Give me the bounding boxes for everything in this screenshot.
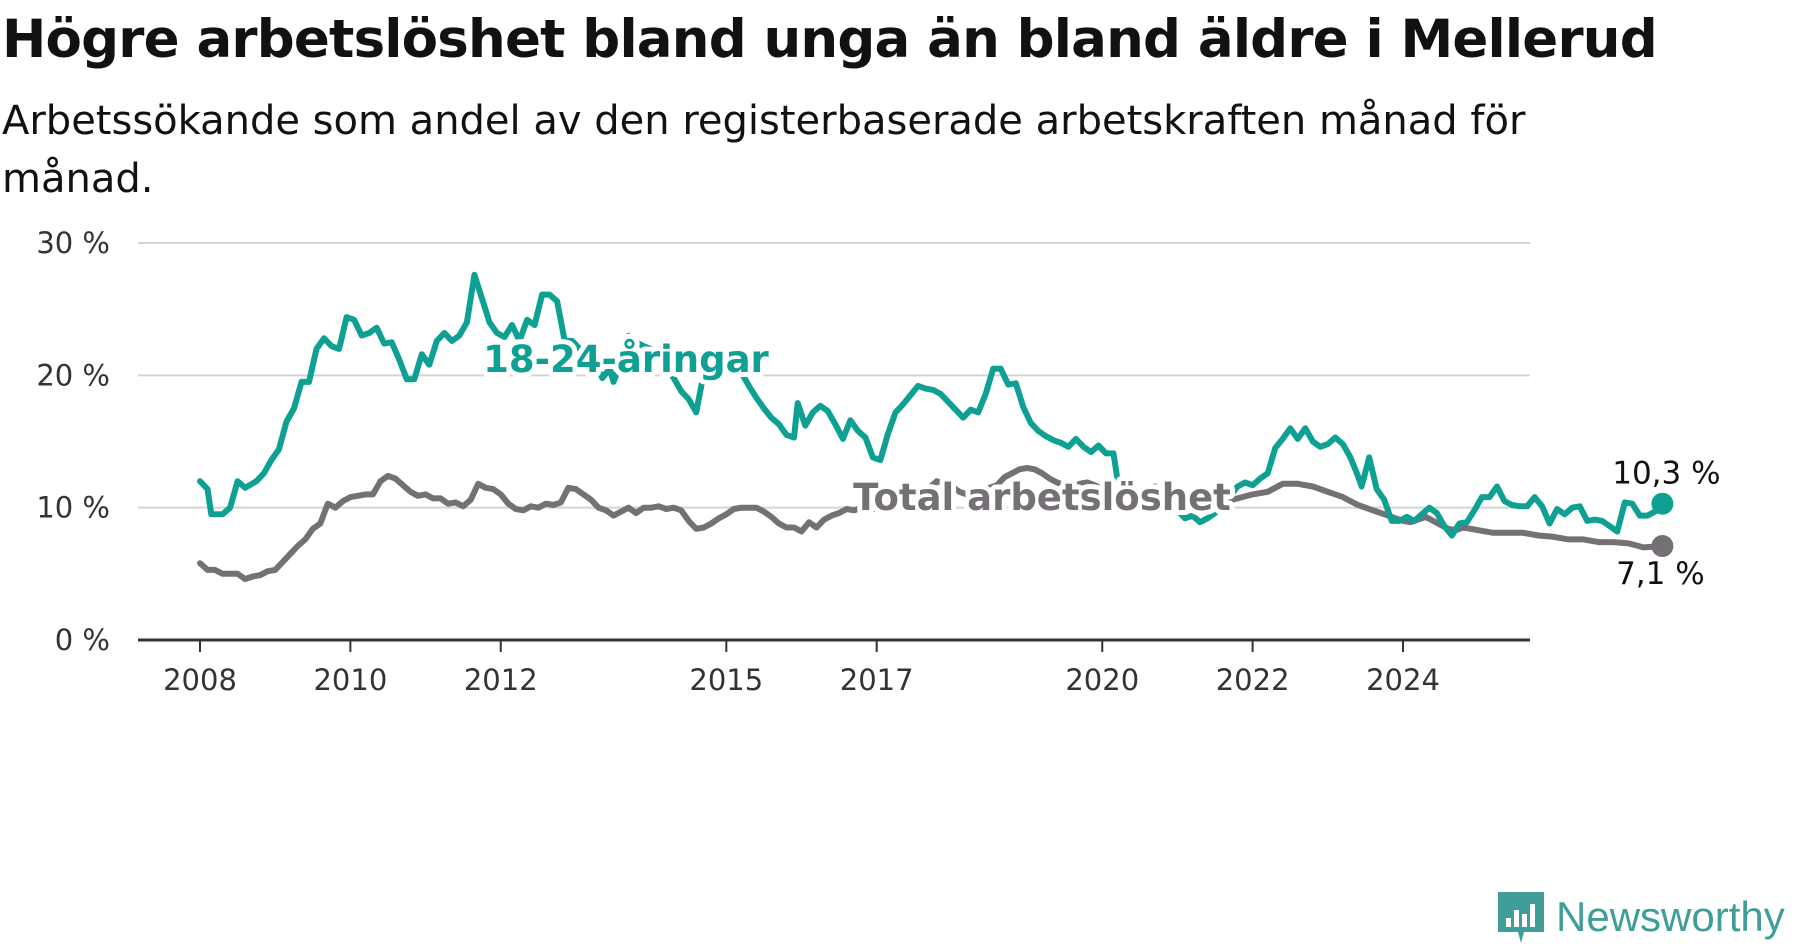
x-tick-label: 2022 xyxy=(1216,663,1290,697)
x-tick-label: 2008 xyxy=(163,663,237,697)
x-tick-label: 2024 xyxy=(1366,663,1440,697)
gridlines xyxy=(138,242,1530,509)
series-line xyxy=(197,271,1666,539)
y-axis-tick-labels: 0 % 10 % 20 % 30 % xyxy=(36,226,110,657)
y-tick-label: 30 % xyxy=(36,226,110,260)
series-lines xyxy=(197,271,1674,583)
x-tick-label: 2017 xyxy=(840,663,914,697)
end-value-label: 10,3 % xyxy=(1612,456,1720,492)
brand-name: Newsworthy xyxy=(1556,893,1785,940)
series-labels: 18-24-åringar Total arbetslöshet 10,3 % 7,1… xyxy=(478,333,1720,592)
series-label: Total arbetslöshet xyxy=(853,476,1231,519)
x-tick-label: 2012 xyxy=(464,663,538,697)
y-tick-label: 0 % xyxy=(55,623,110,657)
chart-subtitle: Arbetssökande som andel av den registerb… xyxy=(2,98,1526,202)
newsworthy-logo-icon xyxy=(1498,892,1544,943)
y-tick-label: 10 % xyxy=(36,491,110,525)
newsworthy-logo[interactable]: Newsworthy xyxy=(1494,888,1800,946)
x-tick-label: 2020 xyxy=(1065,663,1139,697)
end-value-label: 7,1 % xyxy=(1616,556,1705,592)
x-tick-label: 2015 xyxy=(689,663,763,697)
chart-title: Högre arbetslöshet bland unga än bland ä… xyxy=(2,9,1658,70)
x-tick-label: 2010 xyxy=(313,663,387,697)
series-label: 18-24-åringar xyxy=(483,338,769,381)
series-line xyxy=(197,465,1666,583)
y-tick-label: 20 % xyxy=(36,358,110,392)
series-end-marker xyxy=(1651,535,1674,558)
x-axis xyxy=(138,638,1530,652)
x-axis-tick-labels: 2008 2010 2012 2015 2017 2020 2022 2024 xyxy=(163,663,1440,697)
series-end-marker xyxy=(1651,492,1674,515)
